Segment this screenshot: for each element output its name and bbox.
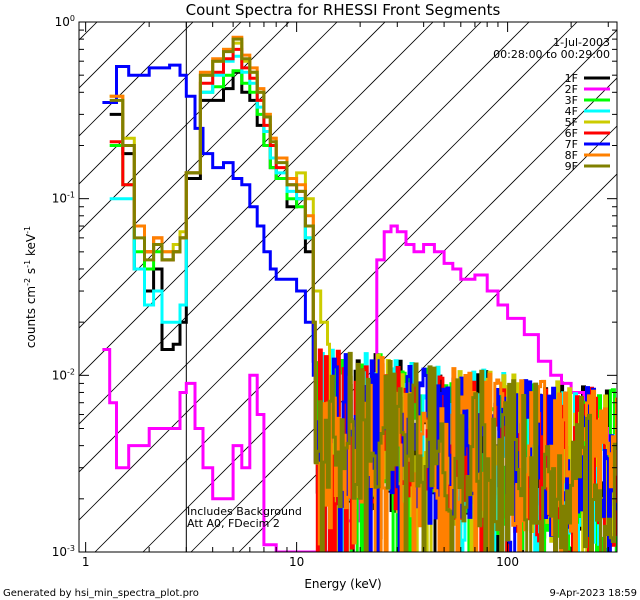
y-label-sup3: -1 [23,226,32,234]
series-layer [102,35,617,552]
timestamp-footer: 9-Apr-2023 18:59 [550,588,637,599]
series-2F-line [102,224,617,552]
series-9F-line [109,37,617,552]
y-tick-label: 10-2 [52,367,75,382]
background-note: Includes Background [187,505,302,518]
y-label-sup2: -1 [23,260,32,268]
date-label: 1-Jul-2003 [553,36,610,49]
chart-title: Count Spectra for RHESSI Front Segments [186,1,501,19]
hatch-line [190,125,617,552]
y-tick-label: 10-1 [52,191,75,206]
hatch-line [142,77,617,552]
legend-label-6F: 6F [565,127,578,140]
hatch-line [79,22,434,377]
y-label-mid: s [24,268,38,278]
hatch-line [79,22,146,89]
legend-label-9F: 9F [565,160,578,173]
hatch-line [79,22,242,185]
x-tick-label: 1 [82,555,90,569]
x-axis-label: Energy (keV) [304,577,381,591]
legend-label-1F: 1F [565,72,578,85]
generated-by-footer: Generated by hsi_min_spectra_plot.pro [3,588,199,599]
attenuator-hatch [79,22,617,552]
hatch-line [79,22,482,425]
axis-ticks: 1 10 100 100 10-1 10-2 10-3 [52,14,617,569]
y-tick-label: 100 [55,14,75,29]
hatch-line [79,22,290,233]
legend-label-4F: 4F [565,105,578,118]
hatch-line [79,22,338,281]
hatch-line [79,22,194,137]
hatch-line [79,22,578,521]
hatch-line [94,29,617,552]
legend-label-5F: 5F [565,116,578,129]
legend-label-3F: 3F [565,94,578,107]
hatch-line [79,22,530,473]
x-tick-label: 100 [496,555,519,569]
y-axis-label: counts cm-2 s-1 keV-1 [23,226,38,348]
y-tick-label: 10-3 [52,544,75,559]
time-range-label: 00:28:00 to 00:29:00 [493,48,610,61]
hatch-line [79,22,386,329]
plot-frame [78,21,618,553]
y-label-sup1: -2 [23,278,32,286]
y-label-main: counts cm [24,286,38,348]
x-tick-label: 10 [289,555,304,569]
legend-label-8F: 8F [565,149,578,162]
y-label-end: keV [24,233,38,260]
legend-label-7F: 7F [565,138,578,151]
legend-label-2F: 2F [565,83,578,96]
attenuator-note: Att A0, FDecim 2 [187,517,280,530]
